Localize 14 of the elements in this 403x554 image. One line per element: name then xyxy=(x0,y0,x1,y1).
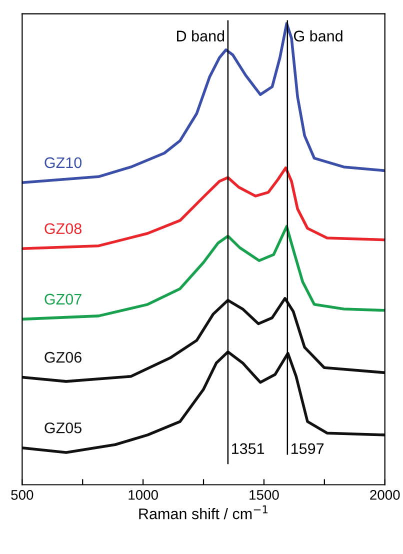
annotation: G band xyxy=(294,30,342,42)
series-label: GZ06 xyxy=(44,352,82,363)
x-tick-label: 1000 xyxy=(128,490,158,500)
annotation: D band xyxy=(177,30,224,42)
x-axis-title: Raman shift / cm$^{−1}$ xyxy=(139,505,268,520)
ref-line-label: 1597 xyxy=(291,443,324,454)
x-tick-label: 500 xyxy=(11,490,34,500)
x-tick-label: 2000 xyxy=(370,490,400,500)
series-label: GZ08 xyxy=(44,223,82,234)
x-tick-label: 1500 xyxy=(250,490,279,500)
series-label: GZ05 xyxy=(44,422,82,434)
ref-line-label: 1351 xyxy=(232,443,264,454)
series-label: GZ07 xyxy=(44,294,82,305)
series-label: GZ10 xyxy=(44,157,82,168)
